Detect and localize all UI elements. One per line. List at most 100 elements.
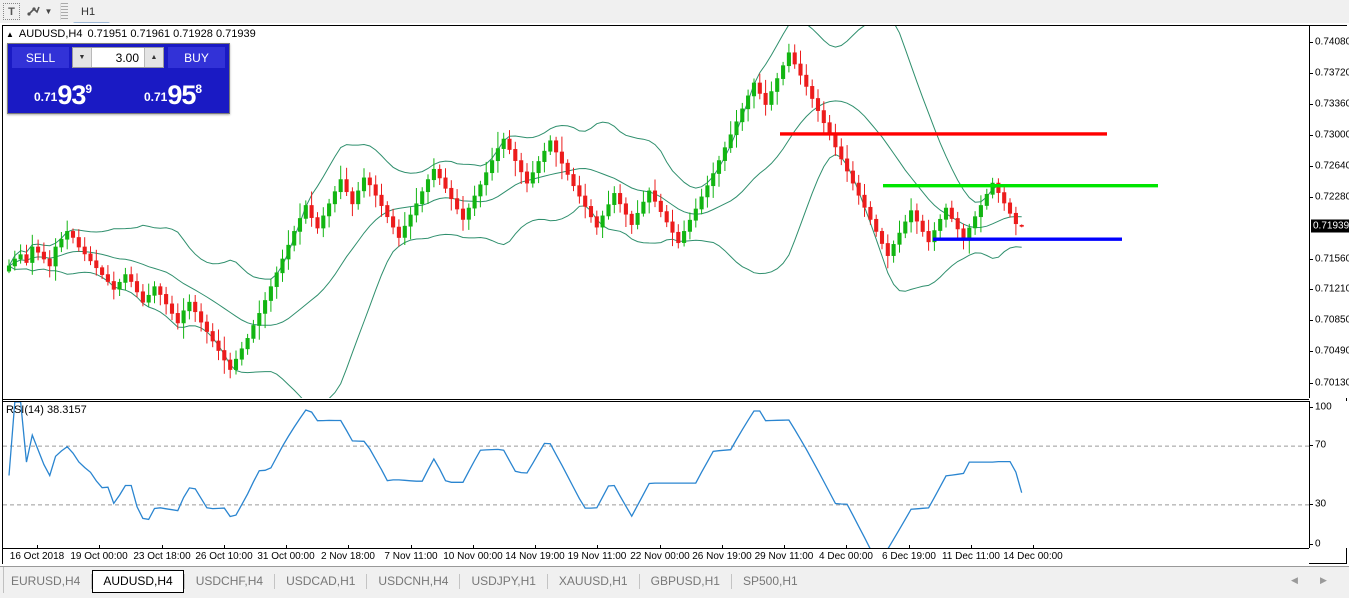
time-axis-label: 16 Oct 2018 [9, 551, 65, 562]
status-bar [0, 593, 1349, 598]
price-axis[interactable]: 0.74080 0.73720 0.73360 0.73000 0.72640 0.722… [1309, 26, 1349, 398]
time-axis-label: 26 Oct 10:00 [195, 551, 253, 562]
price-axis-label: 0.70130 [1315, 377, 1349, 388]
symbol-tab-audusd[interactable]: AUDUSD,H4 [92, 569, 184, 593]
price-axis-label: 0.73720 [1315, 67, 1349, 79]
tabbar-edge [0, 567, 4, 593]
price-axis-tick [1310, 41, 1313, 43]
rsi-axis-label: 100 [1315, 401, 1332, 413]
time-axis-label: 14 Dec 00:00 [1003, 551, 1063, 562]
caret-down-icon[interactable]: ▼ [73, 48, 92, 67]
buy-quote[interactable]: 0.71 95 8 [120, 73, 226, 111]
symbol-tab-usdchf[interactable]: USDCHF,H4 [195, 573, 264, 588]
symbol-tab-usdjpy[interactable]: USDJPY,H1 [471, 573, 536, 588]
time-axis-tick [411, 545, 412, 549]
time-axis-tick [224, 545, 225, 549]
rsi-axis-tick [1310, 445, 1313, 447]
time-axis-label: 4 Dec 00:00 [819, 551, 873, 562]
price-axis-tick [1310, 351, 1313, 353]
price-axis-label: 0.73000 [1315, 129, 1349, 141]
price-axis-tick [1310, 320, 1313, 322]
price-axis-label: 0.70850 [1315, 314, 1349, 326]
price-axis-tick [1310, 165, 1313, 167]
tab-separator [638, 573, 640, 589]
triangle-right-icon[interactable]: ▶ [1320, 575, 1327, 585]
time-axis-tick [286, 545, 287, 549]
time-axis-label: 11 Dec 11:00 [941, 551, 1001, 562]
time-axis-tick [99, 545, 100, 549]
sell-quote[interactable]: 0.71 93 9 [10, 73, 116, 111]
chevron-down-icon[interactable]: ▼ [44, 7, 53, 16]
sell-button[interactable]: SELL [12, 47, 69, 68]
volume-input[interactable]: 3.00 [115, 50, 139, 65]
buy-button[interactable]: BUY [168, 47, 225, 68]
time-axis-label: 22 Nov 00:00 [630, 551, 690, 562]
tab-separator [459, 573, 461, 589]
symbol-tab-eurusd[interactable]: EURUSD,H4 [11, 573, 81, 588]
price-axis-label: 0.73360 [1315, 98, 1349, 110]
time-axis-label: 7 Nov 11:00 [384, 551, 438, 562]
time-axis-tick [784, 545, 785, 549]
rsi-indicator-pane[interactable] [3, 401, 1309, 549]
crosshair-draw-icon[interactable] [23, 2, 43, 21]
rsi-axis[interactable]: 100 70 30 0 [1309, 401, 1347, 550]
triangle-left-icon[interactable]: ◀ [1291, 575, 1298, 585]
tab-separator [183, 573, 185, 589]
time-axis-tick [597, 545, 598, 549]
rsi-axis-tick [1310, 503, 1313, 505]
symbol-tab-xauusd[interactable]: XAUUSD,H1 [558, 573, 628, 588]
tab-separator [546, 573, 548, 589]
rsi-axis-label: 0 [1315, 538, 1321, 550]
tab-separator [91, 573, 93, 589]
price-axis-tick [1310, 382, 1313, 384]
timeframe-button-h1[interactable]: H1 [81, 5, 96, 18]
buy-quote-fraction: 8 [195, 82, 203, 96]
tab-separator [730, 573, 732, 589]
time-axis-label: 31 Oct 00:00 [257, 551, 315, 562]
time-axis-label: 10 Nov 00:00 [443, 551, 503, 562]
chart-ohlc-values: 0.71951 0.71961 0.71928 0.71939 [87, 28, 256, 40]
chart-symbol-label: AUDUSD,H4 [18, 28, 83, 40]
time-axis-label: 26 Nov 19:00 [692, 551, 752, 562]
volume-stepper[interactable]: ▼ 3.00 ▲ [72, 47, 164, 68]
text-tool-icon[interactable]: T [3, 3, 20, 20]
time-axis-tick [660, 545, 661, 549]
price-axis-tick [1310, 134, 1313, 136]
symbol-tab-usdcad[interactable]: USDCAD,H1 [286, 573, 356, 588]
time-axis-tick [37, 545, 38, 549]
time-axis-tick [909, 545, 910, 549]
price-axis-label: 0.70490 [1315, 345, 1349, 357]
time-axis[interactable]: 16 Oct 2018 19 Oct 00:00 23 Oct 18:00 26 Oc… [3, 545, 1309, 564]
caret-up-icon[interactable]: ▲ [144, 48, 163, 67]
time-axis-tick [1033, 545, 1034, 549]
triangle-up-icon[interactable]: ▲ [6, 29, 14, 39]
time-axis-label: 14 Nov 19:00 [505, 551, 565, 562]
time-axis-label: 6 Dec 19:00 [882, 551, 936, 562]
sell-quote-pips: 93 [57, 80, 86, 110]
price-axis-label: 0.72640 [1315, 160, 1349, 172]
toolbar-grip[interactable] [60, 3, 68, 20]
sell-quote-prefix: 0.71 [33, 90, 58, 104]
time-axis-tick [846, 545, 847, 549]
symbol-tab-bar: EURUSD,H4 AUDUSD,H4 USDCHF,H4 USDCAD,H1 USDC… [0, 566, 1349, 598]
price-axis-tick [1310, 196, 1313, 198]
symbol-tab-strip: EURUSD,H4 AUDUSD,H4 USDCHF,H4 USDCAD,H1 USDC… [0, 569, 809, 593]
time-axis-tick [348, 545, 349, 549]
time-axis-tick [722, 545, 723, 549]
time-axis-label: 2 Nov 18:00 [321, 551, 375, 562]
pane-divider [3, 399, 1309, 400]
symbol-tab-usdcnh[interactable]: USDCNH,H4 [378, 573, 449, 588]
time-axis-tick [162, 545, 163, 549]
time-axis-tick [473, 545, 474, 549]
symbol-tab-gbpusd[interactable]: GBPUSD,H1 [650, 573, 720, 588]
buy-quote-pips: 95 [167, 80, 196, 110]
symbol-tab-sp500[interactable]: SP500,H1 [742, 573, 798, 588]
buy-quote-prefix: 0.71 [143, 90, 168, 104]
price-axis-tick [1310, 259, 1313, 260]
price-axis-tick [1310, 103, 1313, 105]
rsi-axis-tick [1310, 544, 1313, 545]
tab-separator [274, 573, 276, 589]
time-axis-label: 29 Nov 11:00 [754, 551, 814, 562]
time-axis-tick [535, 545, 536, 549]
price-axis-tick [1310, 72, 1313, 74]
